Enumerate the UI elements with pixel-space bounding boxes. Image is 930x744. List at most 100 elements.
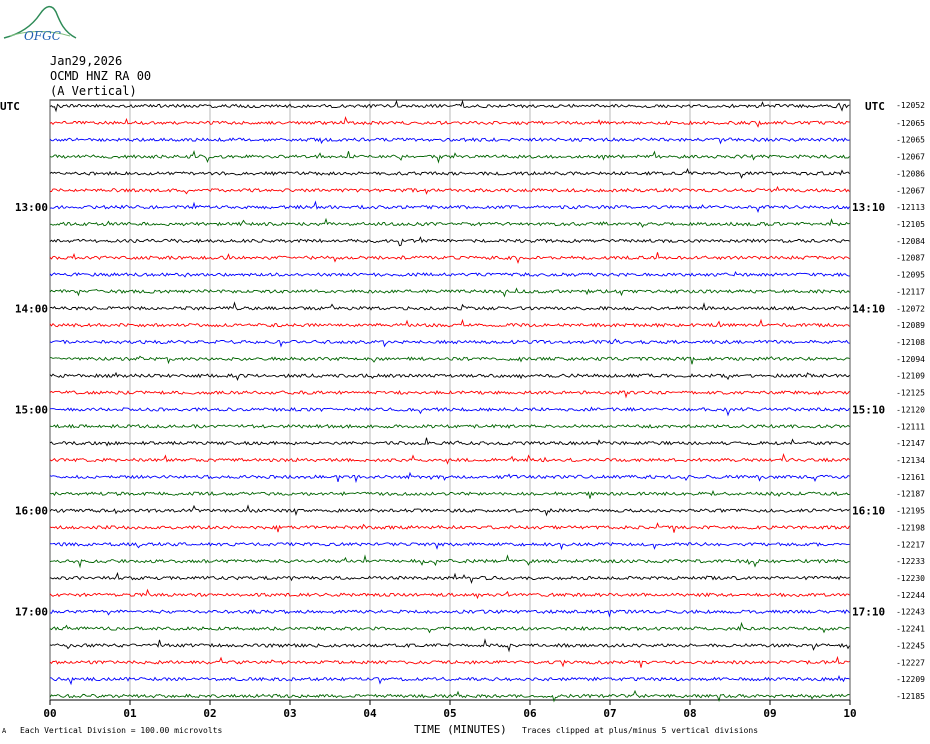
seismic-trace xyxy=(49,287,850,298)
trace-offset-label: -12134 xyxy=(896,456,925,465)
axis-labels: 00 01 02 03 04 05 06 07 08 09 10 -12065 -12065 -12067… xyxy=(0,100,925,720)
seismic-trace xyxy=(49,149,850,164)
x-tick-label: 09 xyxy=(763,707,776,720)
trace-offset-label: -12125 xyxy=(896,389,925,398)
trace-offset-label: -12072 xyxy=(896,304,925,313)
ofgc-logo: OFGC xyxy=(3,5,77,43)
seismic-trace xyxy=(49,689,850,703)
seismic-trace xyxy=(49,338,850,348)
seismic-trace xyxy=(49,137,850,145)
trace-offset-label: -12109 xyxy=(896,372,925,381)
trace-offset-label: -12113 xyxy=(896,203,925,212)
seismic-trace xyxy=(49,423,850,429)
seismic-trace xyxy=(49,471,850,484)
hour-label-left: 16:00 xyxy=(15,505,48,518)
clip-note: Traces clipped at plus/minus 5 vertical … xyxy=(522,726,759,735)
trace-offset-label: -12243 xyxy=(896,608,925,617)
trace-offset-label: -12245 xyxy=(896,641,925,650)
trace-offset-label: -12067 xyxy=(896,153,925,162)
seismic-trace xyxy=(49,571,850,585)
utc-right-label: UTC xyxy=(865,100,885,113)
seismic-trace xyxy=(49,252,850,264)
top-right-value: -12052 xyxy=(896,101,925,110)
scale-note: Each Vertical Division = 100.00 microvol… xyxy=(20,726,223,735)
seismic-trace xyxy=(49,318,850,328)
corner-mark: A xyxy=(2,727,7,735)
logo-text: OFGC xyxy=(24,29,61,43)
header-station: OCMD HNZ RA 00 xyxy=(50,69,152,83)
x-tick-label: 07 xyxy=(603,707,616,720)
trace-offset-label: -12065 xyxy=(896,136,925,145)
trace-offset-label: -12147 xyxy=(896,439,925,448)
utc-left-label: UTC xyxy=(0,100,20,113)
x-tick-label: 04 xyxy=(363,707,377,720)
trace-offset-label: -12209 xyxy=(896,675,925,684)
trace-offset-label: -12084 xyxy=(896,237,925,246)
trace-offset-label: -12094 xyxy=(896,355,925,364)
grid xyxy=(49,99,851,705)
trace-offset-label: -12117 xyxy=(896,287,925,296)
seismic-trace xyxy=(49,621,850,634)
seismic-trace xyxy=(49,371,850,382)
seismic-trace xyxy=(49,609,850,618)
seismic-trace xyxy=(49,489,850,499)
hour-label-left: 14:00 xyxy=(15,302,48,315)
trace-offset-label: -12086 xyxy=(896,169,925,178)
trace-offset-label: -12198 xyxy=(896,523,925,532)
seismic-trace xyxy=(49,355,850,365)
seismic-trace xyxy=(49,301,850,311)
seismic-trace xyxy=(49,389,850,399)
trace-offset-label: -12230 xyxy=(896,574,925,583)
seismic-trace xyxy=(49,655,850,668)
trace-offset-label: -12227 xyxy=(896,658,925,667)
trace-offset-label: -12087 xyxy=(896,254,925,263)
header-component: (A Vertical) xyxy=(50,84,137,98)
seismic-trace xyxy=(49,99,850,113)
seismic-trace xyxy=(49,541,850,551)
seismic-trace xyxy=(49,452,850,465)
seismic-trace xyxy=(50,185,850,195)
trace-offset-label: -12185 xyxy=(896,692,925,701)
trace-offset-label: -12095 xyxy=(896,271,925,280)
x-tick-label: 03 xyxy=(283,707,296,720)
header-date: Jan29,2026 xyxy=(50,54,123,68)
x-tick-label: 10 xyxy=(843,707,856,720)
hour-label-right: 14:10 xyxy=(852,302,885,315)
x-tick-label: 00 xyxy=(43,707,56,720)
trace-offset-label: -12233 xyxy=(896,557,925,566)
trace-offset-label: -12217 xyxy=(896,540,925,549)
seismic-trace xyxy=(49,638,850,653)
hour-label-left: 17:00 xyxy=(15,606,48,619)
trace-offset-label: -12089 xyxy=(896,321,925,330)
logo-swoosh-icon xyxy=(9,31,71,37)
trace-offset-label: -12161 xyxy=(896,473,925,482)
trace-offset-label: -12120 xyxy=(896,405,925,414)
logo-mountain-icon xyxy=(3,5,77,39)
x-tick-label: 08 xyxy=(683,707,696,720)
trace-offset-label: -12065 xyxy=(896,119,925,128)
x-axis-label: TIME (MINUTES) xyxy=(414,723,507,736)
trace-offset-label: -12195 xyxy=(896,507,925,516)
seismic-trace xyxy=(50,217,850,228)
seismic-trace xyxy=(49,554,850,569)
seismic-trace xyxy=(49,200,850,213)
seismic-trace xyxy=(49,270,850,278)
trace-offset-label: -12108 xyxy=(896,338,925,347)
seismic-trace xyxy=(49,116,850,128)
hour-label-left: 15:00 xyxy=(15,403,48,416)
trace-offset-label: -12187 xyxy=(896,490,925,499)
seismic-trace xyxy=(49,522,850,533)
hour-label-right: 15:10 xyxy=(852,403,885,416)
trace-offset-label: -12105 xyxy=(896,220,925,229)
seismic-trace xyxy=(49,588,850,600)
seismic-trace xyxy=(49,674,850,686)
traces xyxy=(49,99,850,703)
seismic-trace xyxy=(49,406,850,417)
x-tick-label: 06 xyxy=(523,707,537,720)
x-tick-label: 02 xyxy=(203,707,216,720)
x-tick-label: 05 xyxy=(443,707,456,720)
trace-offset-label: -12111 xyxy=(896,422,925,431)
hour-label-right: 13:10 xyxy=(852,201,885,214)
trace-offset-label: -12067 xyxy=(896,186,925,195)
